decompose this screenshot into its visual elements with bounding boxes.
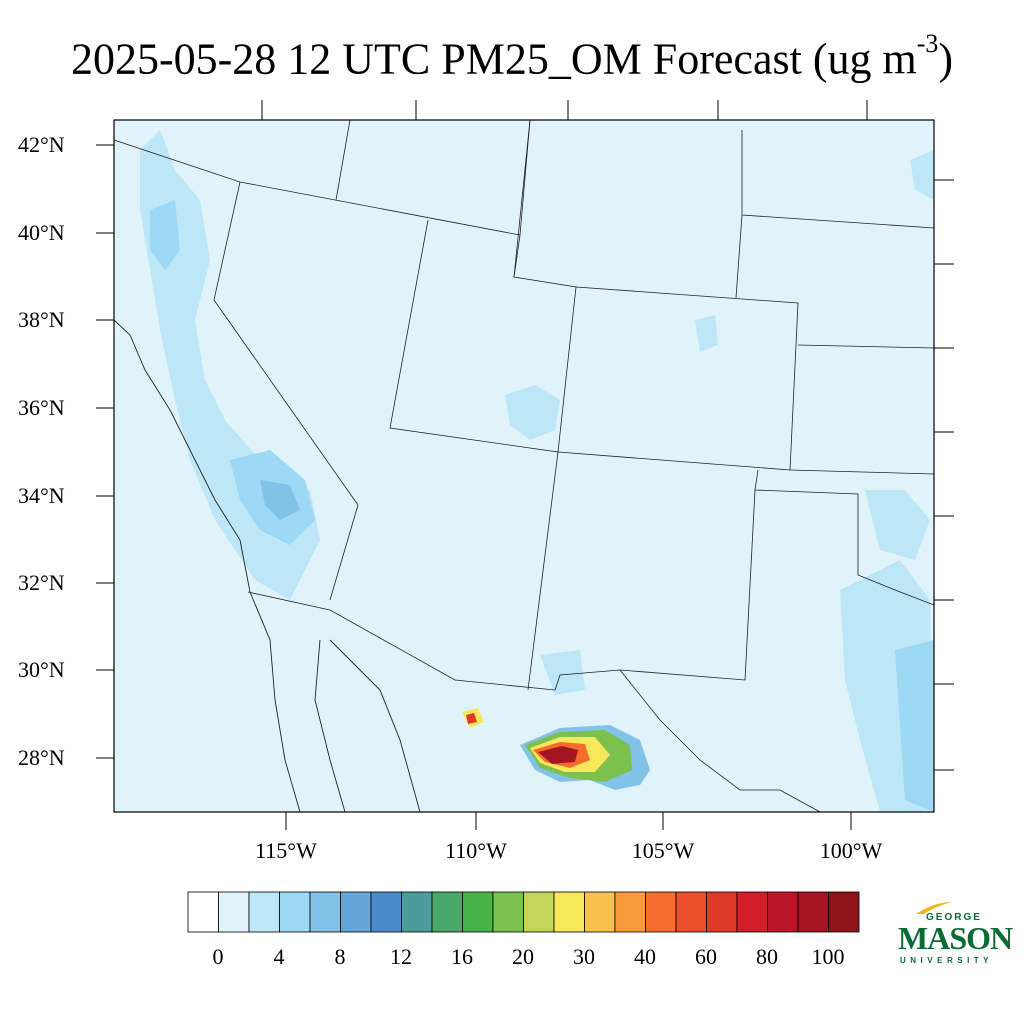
lat-label-42n: 42°N <box>18 132 65 157</box>
colorbar-swatch <box>340 891 372 933</box>
logo-university-text: UNIVERSITY <box>900 956 994 965</box>
colorbar-swatch <box>279 891 311 933</box>
colorbar-label: 20 <box>512 944 534 969</box>
lon-label-105w: 105°W <box>631 838 695 863</box>
george-mason-logo: GEORGE MASON UNIVERSITY <box>896 900 1013 970</box>
colorbar-swatch <box>370 891 402 933</box>
colorbar-label: 40 <box>634 944 656 969</box>
colorbar-swatch <box>797 891 829 933</box>
colorbar-swatch <box>401 891 433 933</box>
colorbar-swatch <box>828 891 860 933</box>
lat-label-34n: 34°N <box>18 483 65 508</box>
colorbar-label: 80 <box>756 944 778 969</box>
colorbar-swatch <box>675 891 707 933</box>
colorbar-label: 8 <box>334 944 346 969</box>
colorbar-label: 100 <box>811 944 845 969</box>
colorbar-swatch <box>309 891 341 933</box>
chart-title: 2025-05-28 12 UTC PM25_OM Forecast (ug m… <box>70 29 954 84</box>
lon-label-115w: 115°W <box>255 838 317 863</box>
smoke-plume <box>462 708 650 790</box>
colorbar-swatch <box>584 891 616 933</box>
lat-label-36n: 36°N <box>18 395 65 420</box>
axis-ticks <box>96 100 954 830</box>
colorbar-label: 60 <box>695 944 717 969</box>
colorbar-swatch <box>645 891 677 933</box>
logo-mason-text: MASON <box>898 920 1013 956</box>
colorbar-label: 16 <box>451 944 473 969</box>
map-frame <box>113 119 935 813</box>
colorbar-swatch <box>218 891 250 933</box>
state-borders <box>113 119 935 813</box>
colorbar-swatch <box>736 891 768 933</box>
colorbar-swatch <box>614 891 646 933</box>
colorbar-swatch <box>431 891 463 933</box>
lat-label-28n: 28°N <box>18 745 65 770</box>
colorbar <box>187 891 860 933</box>
lat-label-30n: 30°N <box>18 657 65 682</box>
colorbar-swatch <box>553 891 585 933</box>
logo-swoosh-icon <box>916 902 952 914</box>
lon-label-110w: 110°W <box>445 838 507 863</box>
lat-label-32n: 32°N <box>18 570 65 595</box>
colorbar-swatch <box>492 891 524 933</box>
colorbar-swatch <box>523 891 555 933</box>
colorbar-swatch <box>462 891 494 933</box>
colorbar-swatch <box>248 891 280 933</box>
colorbar-swatch <box>706 891 738 933</box>
colorbar-label: 12 <box>390 944 412 969</box>
lon-label-100w: 100°W <box>819 838 883 863</box>
pm-concentration-field <box>140 130 934 812</box>
colorbar-label: 30 <box>573 944 595 969</box>
coastline <box>113 319 421 813</box>
colorbar-label: 0 <box>212 944 224 969</box>
colorbar-label: 4 <box>273 944 285 969</box>
lat-label-38n: 38°N <box>18 307 65 332</box>
colorbar-swatch <box>187 891 219 933</box>
logo-george-text: GEORGE <box>926 912 982 923</box>
colorbar-swatch <box>767 891 799 933</box>
lat-label-40n: 40°N <box>18 220 65 245</box>
